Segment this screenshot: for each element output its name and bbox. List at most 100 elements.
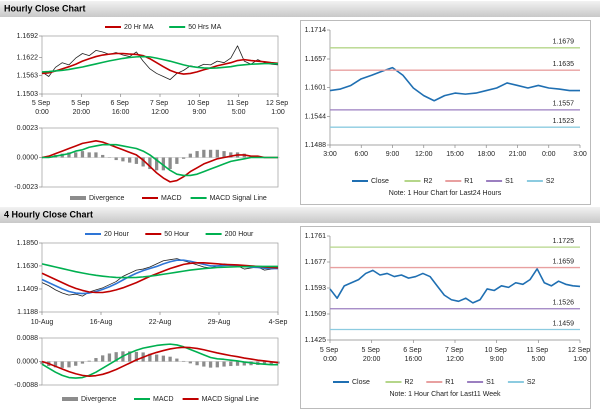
legend-label: MACD Signal Line	[202, 396, 259, 403]
chart-note: Note: 1 Hour Chart for Last24 Hours	[389, 190, 502, 197]
divergence-bar	[60, 361, 64, 368]
section-header-bar	[0, 1, 600, 17]
divergence-bar	[195, 151, 199, 158]
x-tick-label: 7 Sep 12:00	[150, 100, 170, 116]
divergence-bar	[229, 152, 233, 158]
x-tick-label: 29-Aug	[208, 319, 231, 326]
y-tick-label: 0.0088	[17, 335, 39, 342]
divergence-bar	[222, 151, 226, 158]
series-line	[41, 262, 279, 294]
legend-swatch	[70, 196, 86, 200]
divergence-bar	[215, 361, 219, 368]
y-tick-label: 1.1850	[17, 240, 39, 247]
level-label: 1.1523	[553, 118, 575, 125]
divergence-bar	[175, 157, 179, 164]
price-line	[41, 45, 279, 80]
divergence-bar	[134, 157, 139, 164]
divergence-bar	[168, 356, 172, 362]
divergence-bar	[128, 351, 132, 362]
legend-swatch	[62, 397, 78, 401]
panel-border	[300, 20, 591, 205]
x-tick-label: 18:00	[477, 151, 495, 158]
divergence-bar	[141, 157, 145, 167]
divergence-bar	[67, 152, 71, 158]
y-tick-label: -0.0023	[14, 184, 38, 191]
divergence-bar	[134, 351, 139, 362]
divergence-bar	[242, 361, 246, 366]
divergence-bar	[80, 151, 85, 158]
x-tick-label: 6 Sep 16:00	[111, 100, 131, 116]
x-tick-label: 12 Sep 1:00	[266, 100, 290, 116]
x-tick-label: 5 Sep 20:00	[71, 100, 91, 116]
divergence-bar	[235, 361, 240, 366]
divergence-bar	[40, 361, 44, 365]
divergence-bar	[74, 152, 78, 158]
x-tick-label: 5 Sep 0:00	[32, 100, 52, 116]
legend-label: MACD Signal Line	[210, 195, 267, 202]
x-tick-label: 9:00	[386, 151, 400, 158]
y-tick-label: 1.1761	[305, 233, 327, 240]
level-label: 1.1557	[553, 101, 575, 108]
y-tick-label: 1.1503	[17, 91, 39, 98]
divergence-bar	[195, 361, 199, 366]
series-line	[329, 66, 580, 102]
legend-label: S2	[527, 379, 536, 386]
legend-label: S1	[505, 178, 514, 185]
legend-label: MACD	[161, 195, 182, 202]
divergence-bar	[154, 157, 159, 171]
y-tick-label: 1.1409	[17, 286, 39, 293]
y-tick-label: 1.1488	[305, 142, 327, 149]
divergence-bar	[175, 358, 179, 362]
legend-label: MACD	[153, 396, 174, 403]
divergence-bar	[94, 152, 98, 158]
divergence-bar	[101, 355, 105, 362]
divergence-bar	[161, 355, 166, 362]
y-tick-label: 1.1630	[17, 263, 39, 270]
divergence-bar	[262, 361, 267, 365]
level-label: 1.1526	[553, 300, 575, 307]
x-tick-label: 4-Sep	[269, 319, 288, 326]
legend-label: Divergence	[81, 396, 117, 403]
series-line	[41, 55, 278, 73]
divergence-bar	[208, 149, 213, 158]
x-tick-label: 11 Sep 5:00	[527, 347, 551, 363]
legend-label: 200 Hour	[225, 231, 254, 238]
x-tick-label: 5 Sep 20:00	[362, 347, 382, 363]
y-tick-label: 0.0000	[17, 154, 39, 161]
divergence-bar	[80, 361, 85, 364]
level-label: 1.1459	[553, 320, 575, 327]
divergence-bar	[202, 361, 206, 367]
legend-label: Close	[352, 379, 370, 386]
y-tick-label: 0.0023	[17, 125, 39, 132]
level-label: 1.1635	[553, 61, 575, 68]
y-tick-label: 1.1714	[305, 27, 327, 34]
x-tick-label: 10-Aug	[31, 319, 54, 326]
x-tick-label: 21:00	[509, 151, 527, 158]
divergence-bar	[101, 154, 105, 158]
divergence-bar	[148, 157, 152, 170]
series-line	[41, 346, 279, 377]
x-tick-label: 6:00	[354, 151, 368, 158]
divergence-bar	[114, 352, 118, 362]
divergence-bar	[87, 360, 91, 362]
divergence-bar	[121, 157, 125, 162]
y-tick-label: 1.1563	[17, 72, 39, 79]
x-tick-label: 5 Sep 0:00	[320, 347, 340, 363]
level-label: 1.1725	[553, 238, 575, 245]
divergence-bar	[208, 361, 213, 368]
legend-label: 20 Hour	[104, 231, 130, 238]
legend-label: R1	[445, 379, 454, 386]
y-tick-label: -0.0088	[14, 382, 38, 389]
divergence-bar	[74, 361, 78, 366]
divergence-bar	[87, 152, 91, 158]
level-label: 1.1659	[553, 258, 575, 265]
divergence-bar	[181, 360, 186, 362]
x-tick-label: 3:00	[573, 151, 587, 158]
legend-label: S1	[486, 379, 495, 386]
legend-label: 50 Hour	[164, 231, 190, 238]
y-tick-label: 0.0000	[17, 358, 39, 365]
y-tick-label: 1.1593	[305, 285, 327, 292]
x-tick-label: 12 Sep 1:00	[568, 347, 592, 363]
divergence-bar	[168, 157, 172, 170]
